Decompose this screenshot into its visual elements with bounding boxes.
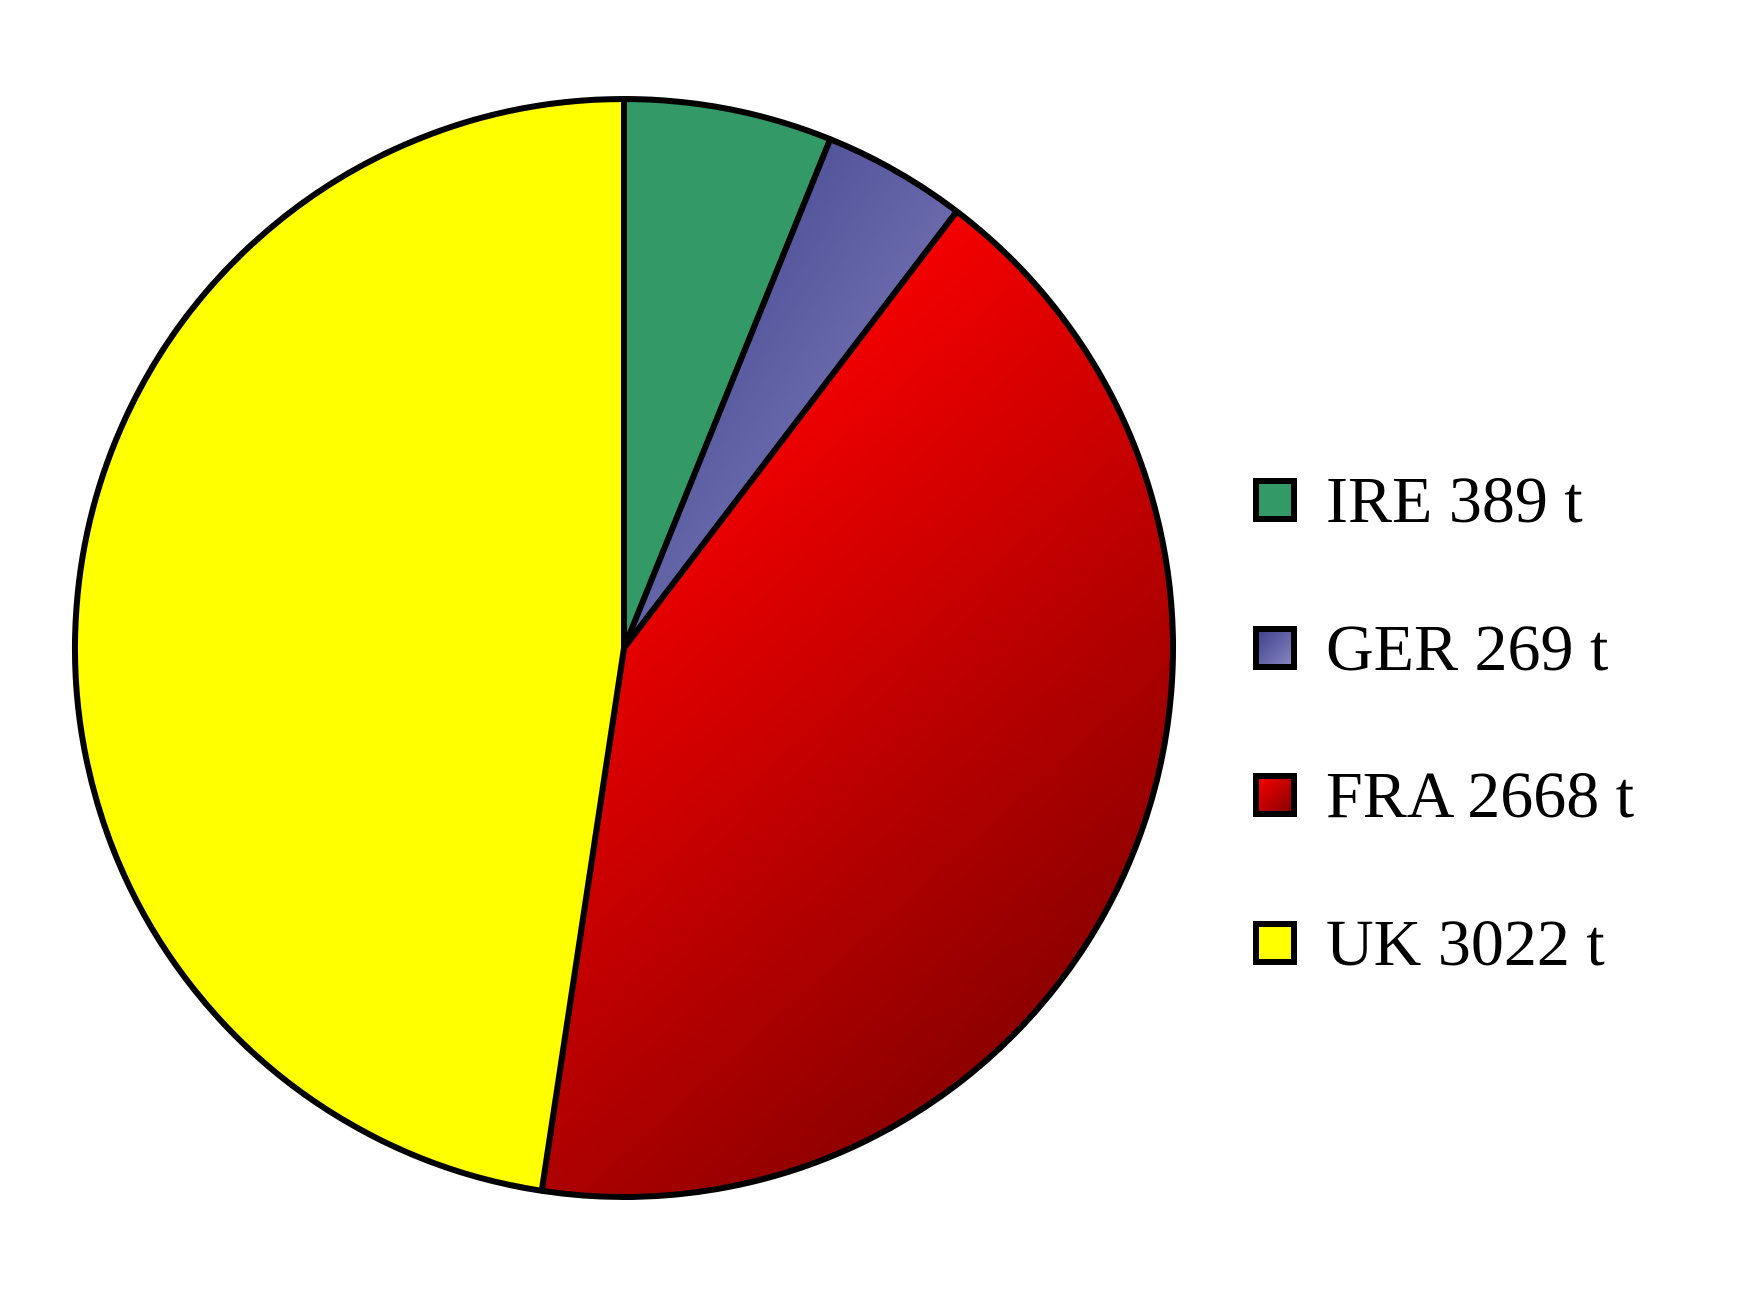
legend-label-ire: IRE 389 t — [1326, 464, 1583, 537]
pie-slice-uk — [72, 96, 627, 1194]
legend-label-fra: FRA 2668 t — [1326, 759, 1634, 832]
legend-swatch-ire — [1253, 478, 1297, 522]
legend-swatch-ger — [1253, 626, 1297, 670]
legend-swatch-uk — [1253, 921, 1297, 965]
legend-label-ger: GER 269 t — [1326, 612, 1608, 685]
legend-swatch-fra — [1253, 773, 1297, 817]
legend-label-uk: UK 3022 t — [1326, 907, 1605, 980]
pie-slices — [72, 96, 1176, 1200]
legend: IRE 389 t GER 269 t FRA 2668 t UK 3022 t — [1253, 464, 1634, 980]
pie-slice-fra — [538, 208, 1176, 1200]
pie-slice-ire — [621, 96, 834, 651]
